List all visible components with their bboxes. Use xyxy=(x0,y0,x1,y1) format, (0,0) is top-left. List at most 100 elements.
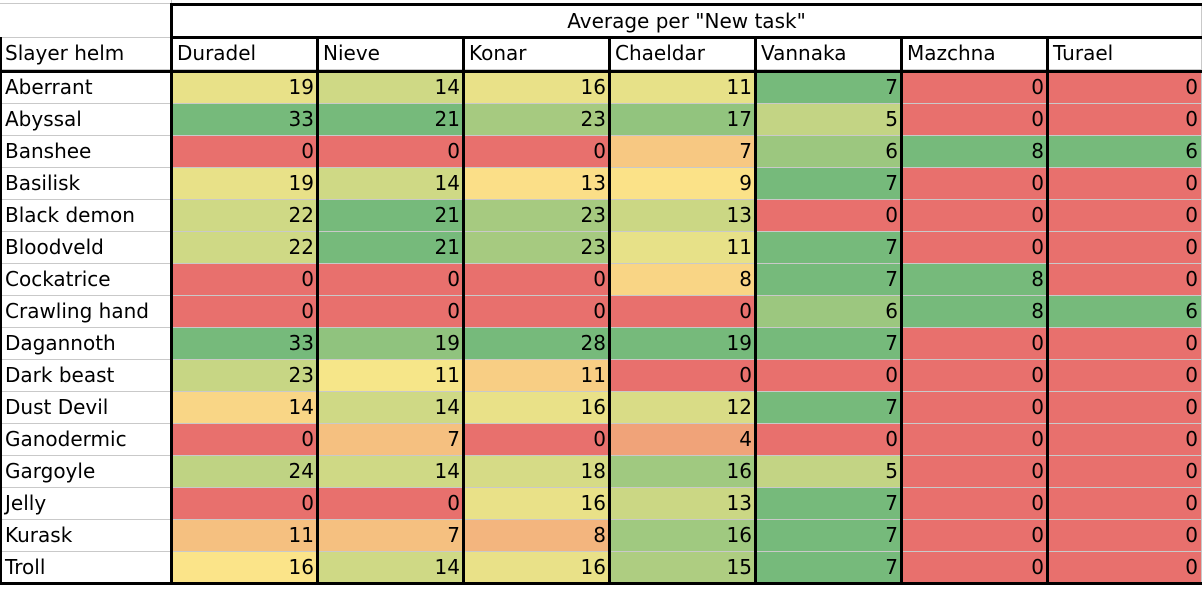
value-cell[interactable]: 22 xyxy=(172,200,318,232)
value-cell[interactable]: 19 xyxy=(610,328,756,360)
corner-cell[interactable] xyxy=(0,0,172,4)
value-cell[interactable]: 14 xyxy=(318,168,464,200)
value-cell[interactable]: 24 xyxy=(172,456,318,488)
value-cell[interactable]: 0 xyxy=(902,456,1048,488)
value-cell[interactable]: 14 xyxy=(318,392,464,424)
value-cell[interactable]: 16 xyxy=(464,72,610,104)
value-cell[interactable]: 0 xyxy=(1048,456,1202,488)
row-label[interactable]: Troll xyxy=(0,552,172,584)
value-cell[interactable]: 0 xyxy=(1048,200,1202,232)
column-header-konar[interactable]: Konar xyxy=(464,38,610,70)
value-cell[interactable]: 0 xyxy=(902,104,1048,136)
value-cell[interactable]: 8 xyxy=(902,136,1048,168)
value-cell[interactable]: 0 xyxy=(902,200,1048,232)
banner-title[interactable]: Average per "New task" xyxy=(172,4,1202,38)
row-label[interactable]: Dagannoth xyxy=(0,328,172,360)
value-cell[interactable]: 0 xyxy=(1048,392,1202,424)
value-cell[interactable]: 0 xyxy=(902,360,1048,392)
value-cell[interactable]: 23 xyxy=(464,104,610,136)
value-cell[interactable]: 16 xyxy=(464,552,610,584)
value-cell[interactable]: 7 xyxy=(318,424,464,456)
value-cell[interactable]: 23 xyxy=(464,200,610,232)
value-cell[interactable]: 14 xyxy=(318,72,464,104)
value-cell[interactable]: 8 xyxy=(610,264,756,296)
value-cell[interactable]: 21 xyxy=(318,200,464,232)
value-cell[interactable]: 28 xyxy=(464,328,610,360)
value-cell[interactable]: 0 xyxy=(1048,104,1202,136)
value-cell[interactable]: 7 xyxy=(756,72,902,104)
value-cell[interactable]: 0 xyxy=(172,424,318,456)
value-cell[interactable]: 0 xyxy=(1048,424,1202,456)
row-label[interactable]: Cockatrice xyxy=(0,264,172,296)
row-label[interactable]: Aberrant xyxy=(0,72,172,104)
value-cell[interactable]: 15 xyxy=(610,552,756,584)
row-label[interactable]: Abyssal xyxy=(0,104,172,136)
value-cell[interactable]: 33 xyxy=(172,104,318,136)
value-cell[interactable]: 6 xyxy=(756,296,902,328)
value-cell[interactable]: 16 xyxy=(464,392,610,424)
row-label[interactable]: Black demon xyxy=(0,200,172,232)
column-header-duradel[interactable]: Duradel xyxy=(172,38,318,70)
value-cell[interactable]: 0 xyxy=(1048,232,1202,264)
value-cell[interactable]: 14 xyxy=(172,392,318,424)
value-cell[interactable]: 0 xyxy=(318,488,464,520)
value-cell[interactable]: 4 xyxy=(610,424,756,456)
value-cell[interactable]: 0 xyxy=(756,360,902,392)
value-cell[interactable]: 0 xyxy=(610,360,756,392)
value-cell[interactable]: 5 xyxy=(756,456,902,488)
column-header-mazchna[interactable]: Mazchna xyxy=(902,38,1048,70)
value-cell[interactable]: 0 xyxy=(756,424,902,456)
value-cell[interactable]: 7 xyxy=(756,232,902,264)
value-cell[interactable]: 23 xyxy=(172,360,318,392)
value-cell[interactable]: 0 xyxy=(902,328,1048,360)
value-cell[interactable]: 0 xyxy=(172,488,318,520)
value-cell[interactable]: 19 xyxy=(172,72,318,104)
column-header-turael[interactable]: Turael xyxy=(1048,38,1202,70)
value-cell[interactable]: 16 xyxy=(610,520,756,552)
value-cell[interactable]: 16 xyxy=(610,456,756,488)
row-label[interactable]: Dust Devil xyxy=(0,392,172,424)
value-cell[interactable]: 0 xyxy=(902,168,1048,200)
row-label[interactable]: Ganodermic xyxy=(0,424,172,456)
value-cell[interactable]: 0 xyxy=(464,264,610,296)
value-cell[interactable]: 6 xyxy=(1048,296,1202,328)
value-cell[interactable]: 0 xyxy=(318,296,464,328)
value-cell[interactable]: 23 xyxy=(464,232,610,264)
value-cell[interactable]: 0 xyxy=(172,136,318,168)
row-label[interactable]: Dark beast xyxy=(0,360,172,392)
value-cell[interactable]: 0 xyxy=(464,424,610,456)
value-cell[interactable]: 0 xyxy=(610,296,756,328)
column-header-chaeldar[interactable]: Chaeldar xyxy=(610,38,756,70)
value-cell[interactable]: 0 xyxy=(1048,488,1202,520)
value-cell[interactable]: 0 xyxy=(1048,168,1202,200)
value-cell[interactable]: 11 xyxy=(464,360,610,392)
value-cell[interactable]: 0 xyxy=(1048,360,1202,392)
row-label[interactable]: Bloodveld xyxy=(0,232,172,264)
value-cell[interactable]: 0 xyxy=(1048,72,1202,104)
value-cell[interactable]: 0 xyxy=(172,264,318,296)
value-cell[interactable]: 11 xyxy=(610,72,756,104)
value-cell[interactable]: 11 xyxy=(172,520,318,552)
value-cell[interactable]: 8 xyxy=(464,520,610,552)
row-label[interactable]: Gargoyle xyxy=(0,456,172,488)
value-cell[interactable]: 0 xyxy=(464,296,610,328)
value-cell[interactable]: 6 xyxy=(1048,136,1202,168)
value-cell[interactable]: 16 xyxy=(464,488,610,520)
value-cell[interactable]: 13 xyxy=(610,488,756,520)
row-header-label[interactable]: Slayer helm xyxy=(0,38,172,70)
row-label[interactable]: Jelly xyxy=(0,488,172,520)
row-label[interactable]: Banshee xyxy=(0,136,172,168)
value-cell[interactable]: 13 xyxy=(610,200,756,232)
value-cell[interactable]: 0 xyxy=(902,424,1048,456)
value-cell[interactable]: 7 xyxy=(756,168,902,200)
value-cell[interactable]: 33 xyxy=(172,328,318,360)
value-cell[interactable]: 0 xyxy=(902,552,1048,584)
row-label[interactable]: Kurask xyxy=(0,520,172,552)
value-cell[interactable]: 7 xyxy=(756,392,902,424)
value-cell[interactable]: 9 xyxy=(610,168,756,200)
value-cell[interactable]: 0 xyxy=(756,200,902,232)
value-cell[interactable]: 7 xyxy=(610,136,756,168)
value-cell[interactable]: 22 xyxy=(172,232,318,264)
value-cell[interactable]: 6 xyxy=(756,136,902,168)
value-cell[interactable]: 19 xyxy=(318,328,464,360)
